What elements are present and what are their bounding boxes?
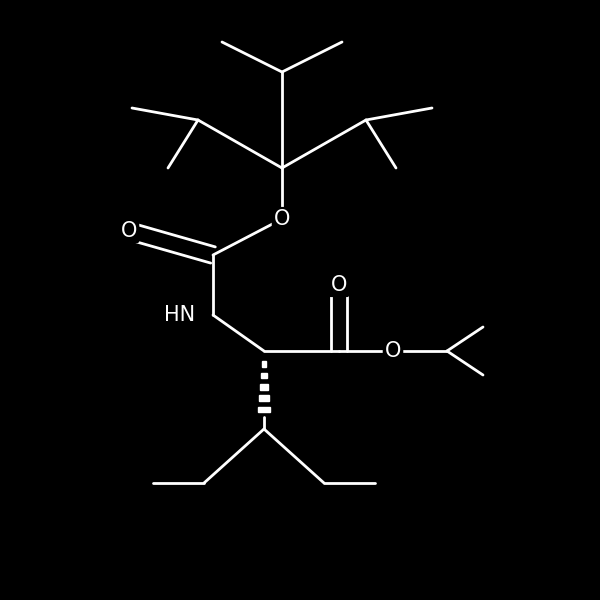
Bar: [259, 395, 269, 401]
Bar: [260, 384, 268, 389]
Text: O: O: [274, 209, 290, 229]
Bar: [262, 361, 266, 367]
Bar: [257, 407, 271, 412]
Bar: [261, 373, 267, 378]
Text: HN: HN: [164, 305, 196, 325]
Text: O: O: [385, 341, 401, 361]
Text: O: O: [331, 275, 347, 295]
Text: O: O: [121, 221, 137, 241]
